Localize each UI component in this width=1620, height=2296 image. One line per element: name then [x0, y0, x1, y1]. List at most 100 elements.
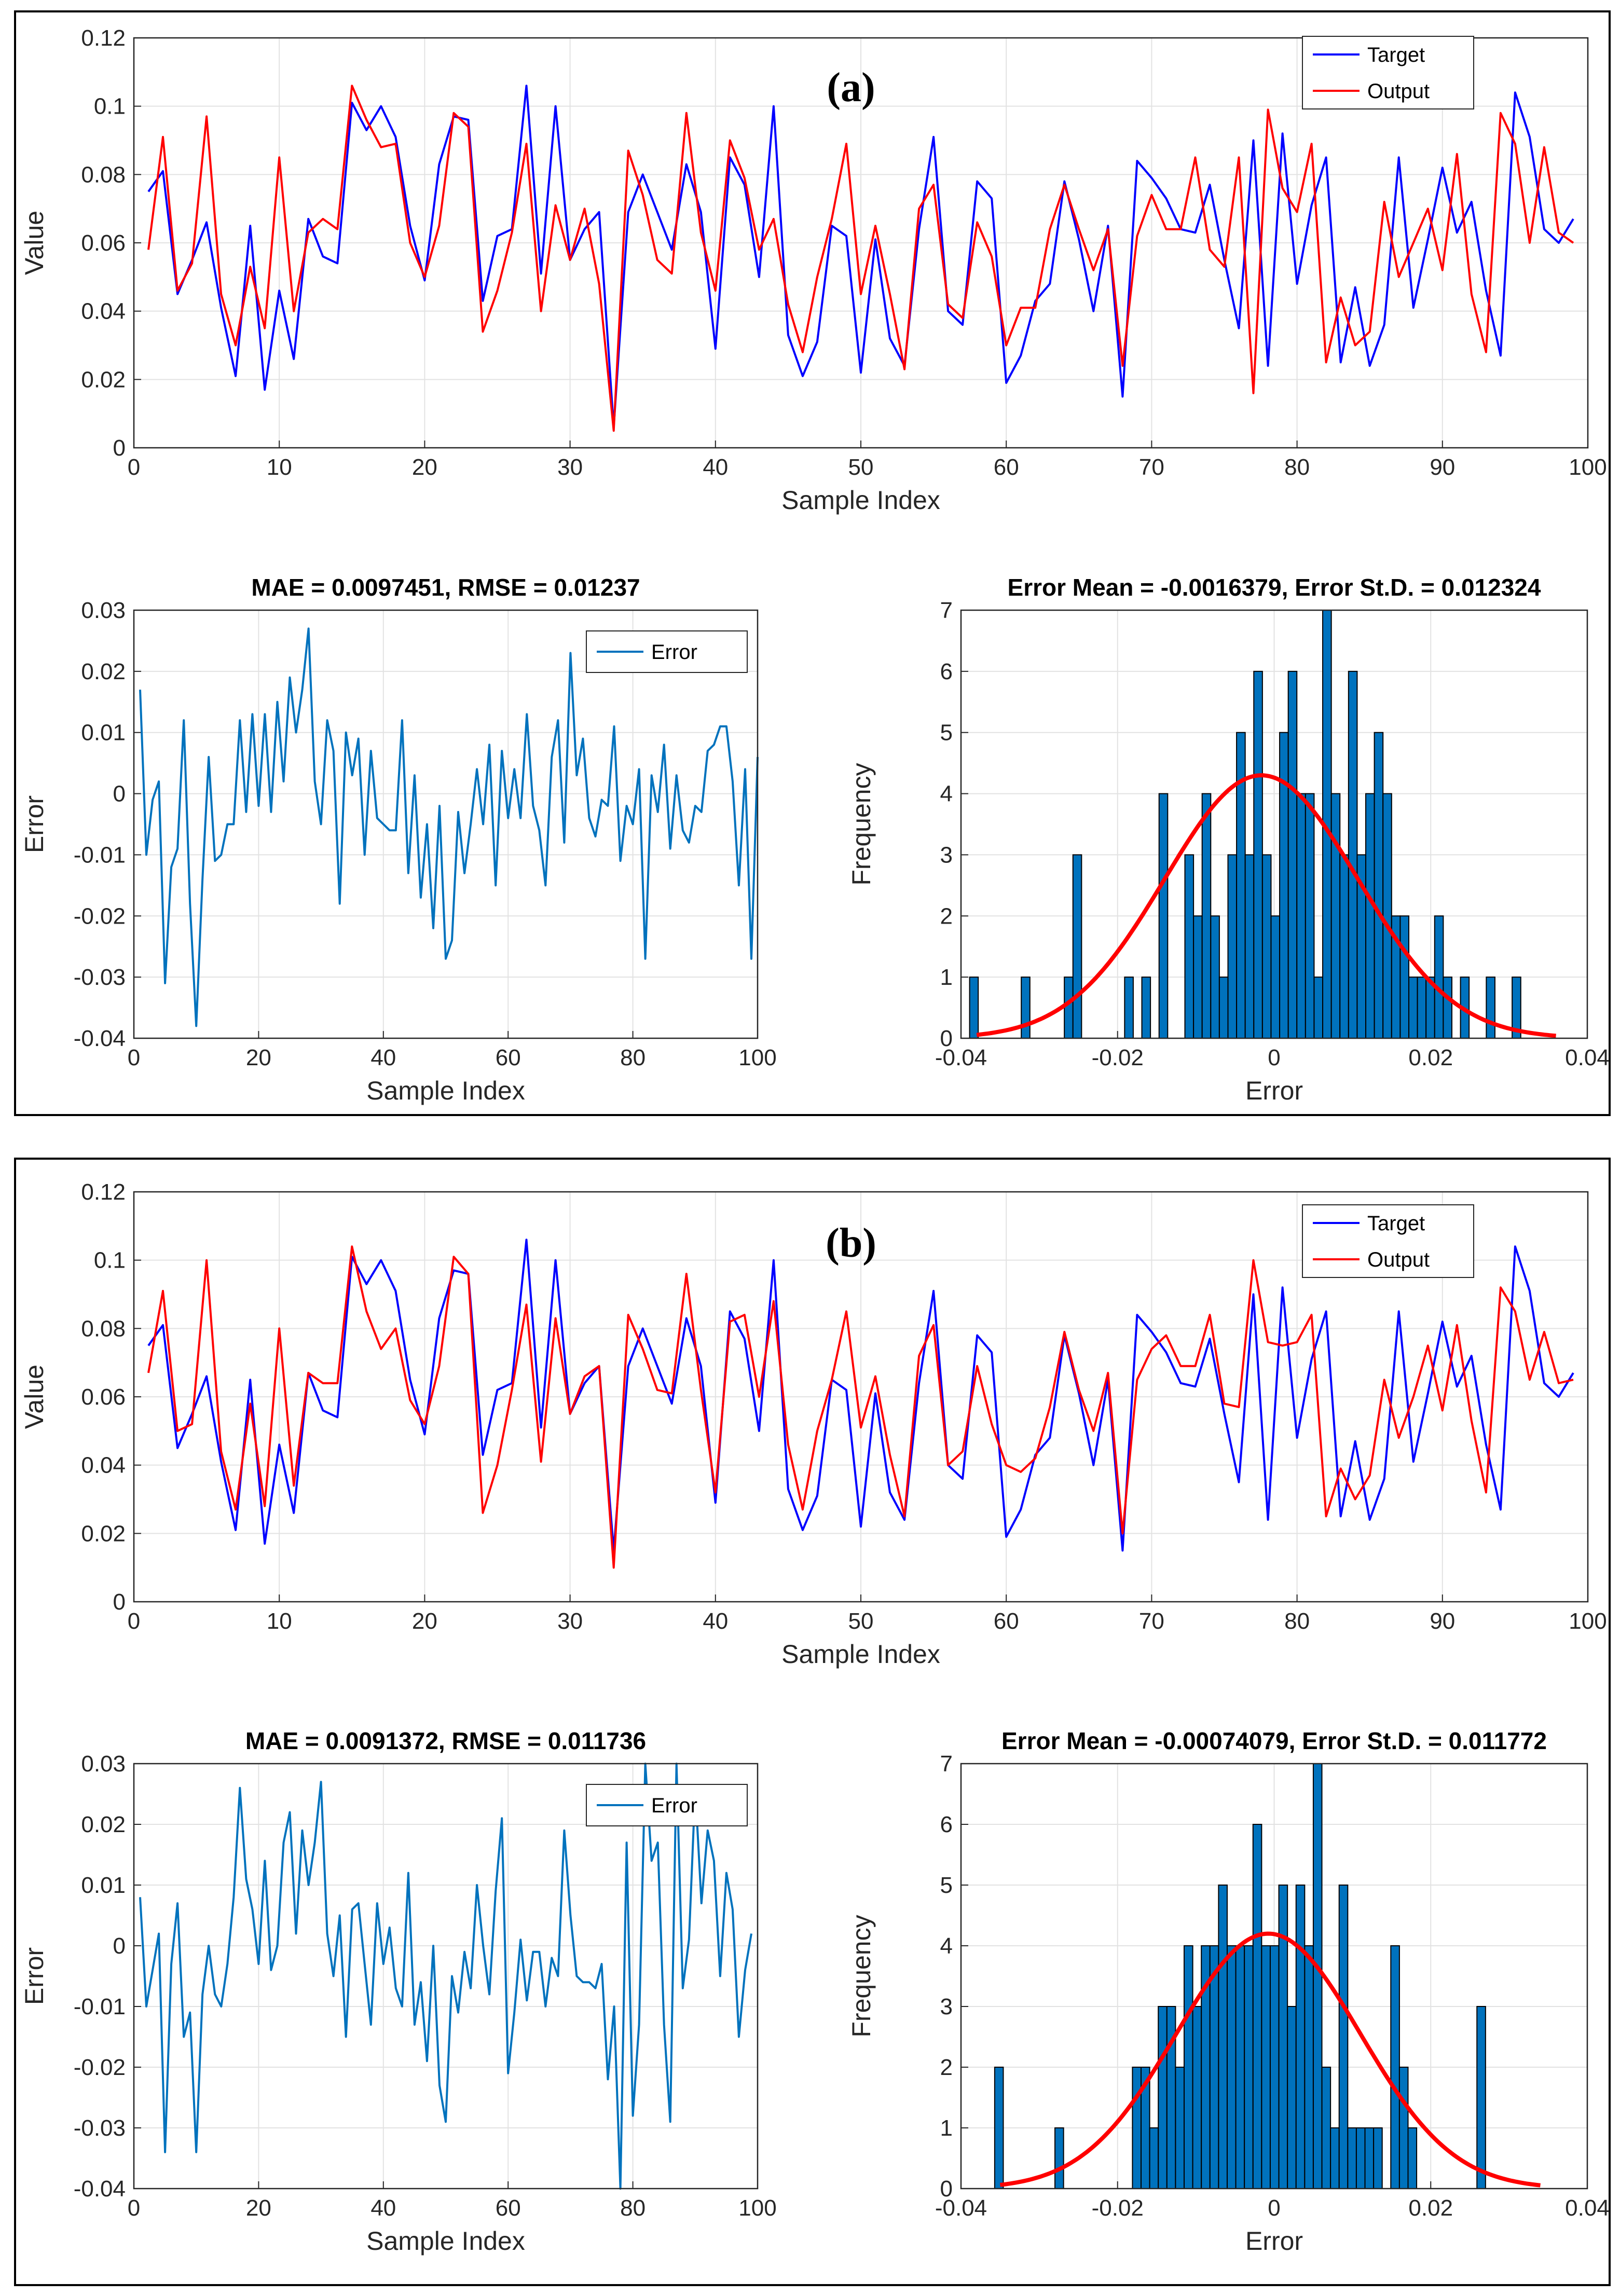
y-tick-label: 0: [113, 781, 126, 807]
x-axis-label: Error: [1245, 2226, 1303, 2256]
histogram-bar: [1158, 793, 1169, 1039]
histogram-bar: [1365, 793, 1375, 1039]
chart-5: 0 20 40 60 80 100 -0.04 -0.03 -0.02 -0.01 0 0.01 0.0…: [20, 1727, 777, 2256]
histogram-bar: [1158, 2006, 1168, 2189]
histogram-bar: [1417, 977, 1427, 1039]
x-tick-label: -0.02: [1092, 2195, 1144, 2221]
histogram-bar: [1355, 2127, 1366, 2189]
y-tick-label: 0.01: [81, 1873, 126, 1898]
x-tick-label: 80: [620, 1045, 646, 1070]
histogram-bar: [1476, 2006, 1486, 2189]
histogram-bar: [1261, 854, 1272, 1039]
x-tick-label: 0: [1268, 2195, 1280, 2221]
legend-box: [1302, 1204, 1474, 1278]
y-tick-label: 0.1: [94, 1248, 126, 1273]
chart-title: MAE = 0.0097451, RMSE = 0.01237: [251, 574, 640, 601]
y-tick-label: -0.01: [74, 842, 126, 868]
histogram-bar: [1227, 854, 1238, 1039]
x-tick-label: 40: [703, 455, 728, 480]
x-tick-label: 50: [848, 1608, 874, 1634]
histogram-bar: [1304, 1945, 1314, 2189]
chart-title: Error Mean = -0.0016379, Error St.D. = 0…: [1008, 574, 1541, 601]
histogram-bar: [1330, 793, 1341, 1039]
axes-box: [133, 1191, 1589, 1603]
histogram-bar: [1209, 1945, 1219, 2189]
histogram-bar: [1218, 977, 1229, 1039]
histogram-bar: [1330, 2127, 1340, 2189]
x-tick-label: -0.04: [935, 2195, 987, 2221]
y-tick-label: -0.04: [74, 2176, 126, 2202]
histogram-bar: [1064, 977, 1074, 1039]
x-tick-label: -0.04: [935, 1045, 987, 1070]
y-tick-label: 0.03: [81, 1751, 126, 1777]
y-tick-label: 5: [940, 1873, 953, 1898]
y-tick-label: -0.01: [74, 1994, 126, 2019]
histogram-bar: [1338, 1885, 1349, 2189]
y-tick-label: 3: [940, 842, 953, 868]
histogram-bar: [1287, 670, 1298, 1039]
x-tick-label: 60: [496, 1045, 521, 1070]
histogram-bar: [1141, 977, 1151, 1039]
histogram-bar: [1374, 732, 1384, 1039]
histogram-bar: [1210, 915, 1220, 1039]
histogram-bar: [1235, 1945, 1245, 2189]
histogram-bar: [1252, 1824, 1262, 2189]
normal-fit-curve: [976, 773, 1556, 1038]
x-tick-label: 40: [370, 2195, 396, 2221]
chart-title: MAE = 0.0091372, RMSE = 0.011736: [245, 1727, 646, 1754]
x-tick-label: -0.02: [1092, 1045, 1144, 1070]
y-tick-label: 0.02: [81, 659, 126, 684]
plot-area: [134, 1764, 758, 2189]
y-tick-label: 0: [113, 1589, 126, 1615]
series-line-output: [147, 85, 1574, 432]
histogram-bar: [1244, 1945, 1254, 2189]
x-tick-label: 0.04: [1565, 2195, 1610, 2221]
y-axis-label: Value: [20, 211, 49, 275]
histogram-bar: [1382, 793, 1392, 1039]
chart-title: Error Mean = -0.00074079, Error St.D. = …: [1001, 1727, 1547, 1754]
x-tick-label: 80: [1284, 1608, 1310, 1634]
histogram-bar: [1373, 2127, 1383, 2189]
x-tick-label: 0.02: [1408, 2195, 1453, 2221]
x-tick-label: 100: [1569, 455, 1607, 480]
x-axis-label: Sample Index: [781, 486, 940, 515]
y-tick-label: 0.04: [81, 1453, 126, 1478]
chart-1: 0 10 20 30 40 50 60 70 80 90 100 0 0.02 0.04 0.06 0.08 0…: [20, 25, 1607, 515]
x-axis-label: Error: [1245, 1076, 1303, 1105]
y-tick-label: 0.03: [81, 598, 126, 623]
histogram-bar: [1312, 1763, 1323, 2189]
histogram-bar: [1313, 977, 1324, 1039]
legend-label: Error: [651, 641, 697, 664]
plot-area: [134, 610, 758, 1038]
histogram-bar: [1183, 1945, 1193, 2189]
y-tick-label: 7: [940, 1751, 953, 1777]
legend-label: Error: [651, 1794, 697, 1817]
y-axis-label: Error: [20, 1947, 49, 2005]
y-tick-label: 0: [940, 2176, 953, 2202]
histogram-bar: [1348, 670, 1358, 1039]
histogram-bar: [1278, 1885, 1288, 2189]
histogram-bar: [1364, 2127, 1375, 2189]
histogram-bar: [1269, 1945, 1280, 2189]
x-tick-label: 30: [557, 1608, 583, 1634]
x-tick-label: 30: [557, 455, 583, 480]
x-tick-label: 70: [1139, 455, 1164, 480]
series-line-target: [147, 1239, 1574, 1552]
axes-box: [960, 1763, 1588, 2190]
histogram-bar: [1175, 2067, 1185, 2189]
y-tick-label: 0.06: [81, 230, 126, 256]
y-tick-label: 7: [940, 598, 953, 623]
y-tick-label: 6: [940, 1812, 953, 1837]
y-tick-label: 5: [940, 720, 953, 746]
histogram-bar: [1270, 915, 1281, 1039]
panel-label: (b): [826, 1220, 876, 1266]
series-line-target: [147, 85, 1574, 429]
x-axis-label: Sample Index: [781, 1640, 940, 1669]
histogram-bar: [1193, 915, 1203, 1039]
series-line-error: [139, 1763, 752, 2190]
y-tick-label: 0.02: [81, 1521, 126, 1546]
histogram-bar: [1305, 793, 1315, 1039]
x-tick-label: 0: [1268, 1045, 1280, 1070]
chart-4: 0 10 20 30 40 50 60 70 80 90 100 0 0.02 0.04 0.06 0.08 0…: [20, 1179, 1607, 1669]
x-tick-label: 0.04: [1565, 1045, 1610, 1070]
